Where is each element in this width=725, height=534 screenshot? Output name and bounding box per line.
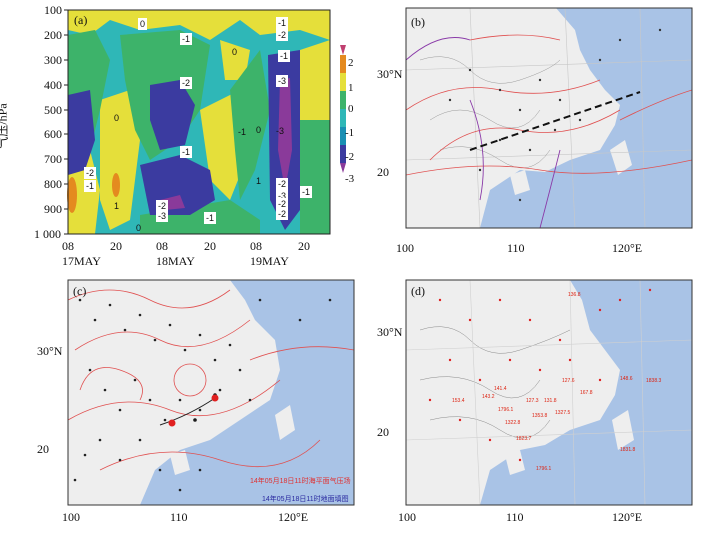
precip-value: 1831.8 <box>620 447 636 453</box>
lon-label: 100 <box>62 510 80 524</box>
contour-label: -3 <box>156 210 169 222</box>
contour-label: -1 <box>84 180 97 192</box>
colorbar-tick: 0 <box>348 103 354 115</box>
colorbar-tick: -1 <box>345 127 355 139</box>
precip-value: 127.3 <box>526 398 539 404</box>
precip-value: 1353.8 <box>532 413 548 419</box>
colorbar-tick: -3 <box>345 173 355 185</box>
panel-c-label: (c) <box>73 284 87 298</box>
panel-d-label: (d) <box>411 284 425 298</box>
contour-label: 1 <box>256 176 262 186</box>
ytick: 500 <box>44 103 62 117</box>
ytick: 1 000 <box>34 227 61 241</box>
ytick: 800 <box>44 177 62 191</box>
lon-label: 120°E <box>612 510 643 524</box>
contour-label: -2 <box>156 200 169 212</box>
date-label: 19MAY <box>250 254 289 268</box>
panel-b-label: (b) <box>411 15 425 29</box>
ytick: 100 <box>44 3 62 17</box>
date-label: 17MAY <box>62 254 101 268</box>
ytick: 300 <box>44 53 62 67</box>
lon-label: 110 <box>506 510 524 524</box>
lon-label: 120°E <box>612 241 643 255</box>
lon-label: 100 <box>396 241 414 255</box>
contour-label: -2 <box>276 29 289 41</box>
caption-surface: 14年05月18日11时地面填图 <box>262 496 349 503</box>
contour-label: -1 <box>180 33 193 45</box>
contour-label: -1 <box>300 186 313 198</box>
precip-value: 1838.3 <box>646 378 662 384</box>
contour-label: -3 <box>276 75 289 87</box>
contour-label: -1 <box>238 127 247 137</box>
lat-label: 30°N <box>377 325 403 339</box>
contour-label: -3 <box>276 126 285 136</box>
ytick: 400 <box>44 78 62 92</box>
contour-label: -2 <box>276 198 289 210</box>
lat-label: 30°N <box>37 344 63 358</box>
precip-value: 1322.8 <box>505 420 521 426</box>
contour-label: -1 <box>278 50 291 62</box>
precip-value: 141.4 <box>494 386 507 392</box>
precip-value: 1823.7 <box>516 436 532 442</box>
precip-value: 1796.1 <box>498 407 514 413</box>
precip-value: 1327.5 <box>555 410 571 416</box>
lon-label: 110 <box>170 510 188 524</box>
ytick: 700 <box>44 152 62 166</box>
colorbar-tick: 2 <box>348 57 354 69</box>
precip-value: 131.8 <box>544 398 557 404</box>
contour-label: 0 <box>138 18 148 30</box>
contour-label: -1 <box>204 212 217 224</box>
ytick: 900 <box>44 202 62 216</box>
xtick: 20 <box>110 239 122 253</box>
precip-value: 148.6 <box>620 376 633 382</box>
xtick: 08 <box>62 239 74 253</box>
precip-value: 153.4 <box>452 398 465 404</box>
contour-label: -1 <box>276 17 289 29</box>
contour-label: -1 <box>180 146 193 158</box>
contour-label: -2 <box>276 208 289 220</box>
precip-value: 1796.1 <box>536 466 552 472</box>
date-label: 18MAY <box>156 254 195 268</box>
caption-pressure: 14年05月18日11时海平面气压场 <box>250 478 351 485</box>
xtick: 08 <box>250 239 262 253</box>
ytick: 600 <box>44 127 62 141</box>
lon-label: 110 <box>507 241 525 255</box>
ytick: 200 <box>44 28 62 42</box>
panel-a: (a) 气压/hPa 100 200 300 400 500 600 700 8… <box>0 0 360 270</box>
lon-label: 100 <box>398 510 416 524</box>
contour-label: 1 <box>114 201 120 211</box>
xtick: 08 <box>156 239 168 253</box>
xtick: 20 <box>204 239 216 253</box>
contour-label: 0 <box>232 47 238 57</box>
contour-label: 0 <box>114 113 120 123</box>
contour-label: 0 <box>256 125 262 135</box>
contour-label: -2 <box>84 167 97 179</box>
lon-label: 120°E <box>278 510 309 524</box>
precip-value: 127.6 <box>562 378 575 384</box>
contour-label: -2 <box>180 77 193 89</box>
contour-label: 0 <box>136 223 142 233</box>
colorbar-tick: -2 <box>345 151 355 163</box>
contour-label: -2 <box>276 178 289 190</box>
lat-label: 20 <box>37 442 49 456</box>
lat-label: 20 <box>377 165 389 179</box>
precip-value: 136.8 <box>568 292 581 298</box>
colorbar-tick: 1 <box>348 82 354 94</box>
precip-value: 143.2 <box>482 394 495 400</box>
xtick: 20 <box>298 239 310 253</box>
lat-label: 20 <box>377 425 389 439</box>
lat-label: 30°N <box>377 67 403 81</box>
panel-a-label: (a) <box>74 13 88 27</box>
precip-value: 167.8 <box>580 390 593 396</box>
